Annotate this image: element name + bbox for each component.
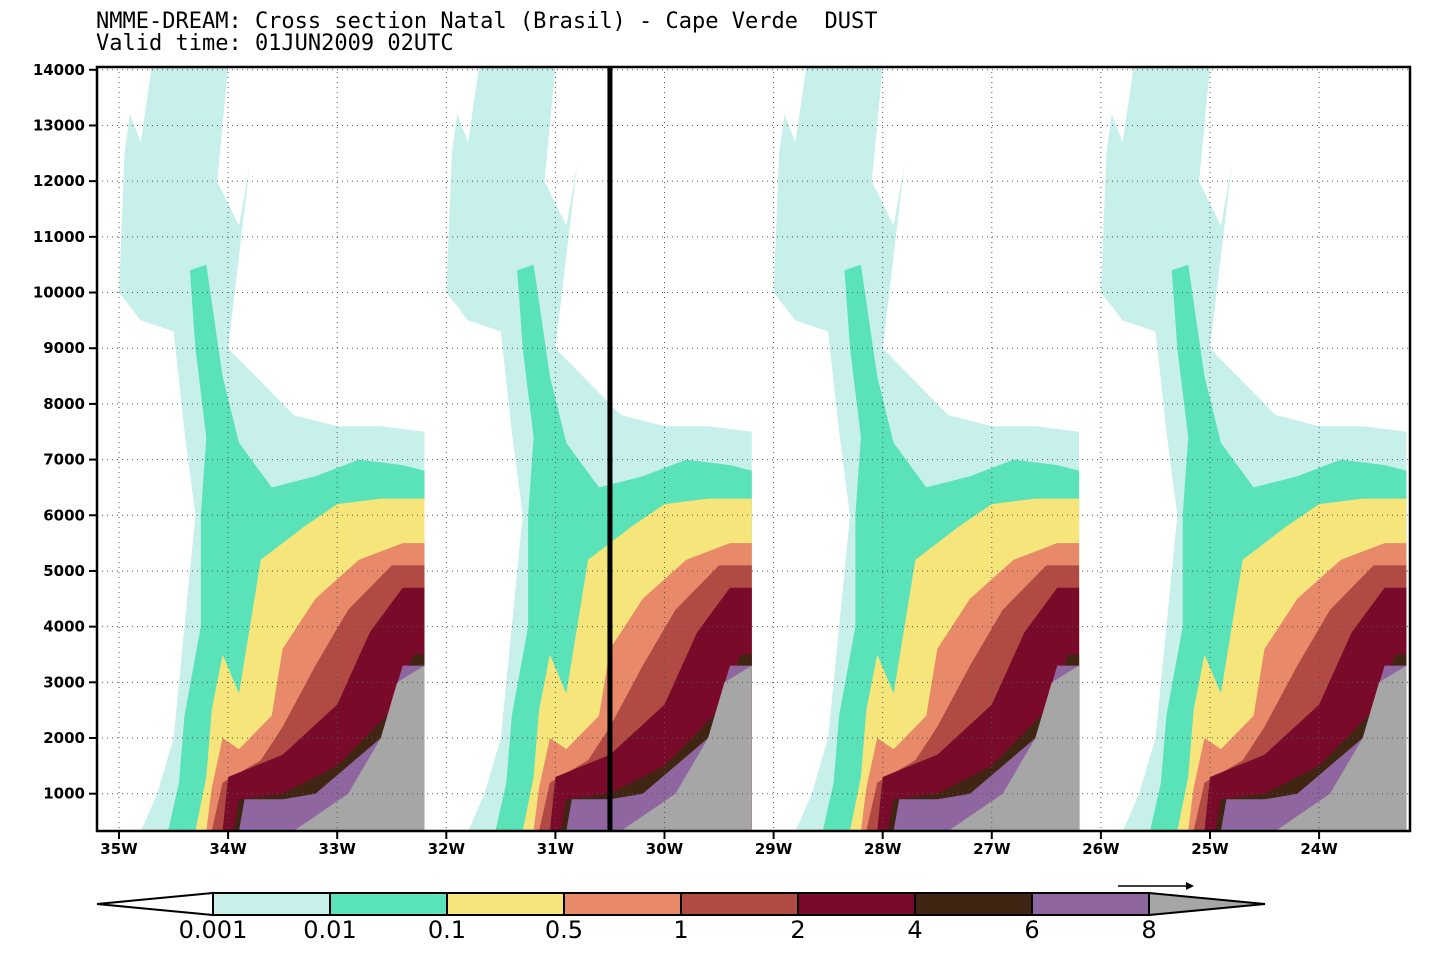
x-tick-label: 29W <box>755 840 793 858</box>
colorbar-label: 0.001 <box>179 916 248 944</box>
y-tick-label: 12000 <box>33 172 85 190</box>
y-tick-label: 7000 <box>43 451 85 469</box>
y-tick-label: 9000 <box>43 339 85 357</box>
x-tick-label: 26W <box>1082 840 1120 858</box>
y-tick-label: 6000 <box>43 506 85 524</box>
colorbar-label: 2 <box>790 916 805 944</box>
y-tick-label: 3000 <box>43 673 85 691</box>
colorbar-swatch-1 <box>329 892 448 916</box>
y-tick-label: 1000 <box>43 785 85 803</box>
dust-contour-8-band-3 <box>948 665 1080 831</box>
colorbar-swatch-0 <box>212 892 331 916</box>
y-tick-label: 10000 <box>33 284 85 302</box>
colorbar: 0.001 0.01 0.1 0.5 1 2 4 6 8 <box>96 882 1266 944</box>
y-tick-label: 5000 <box>43 562 85 580</box>
x-tick-label: 35W <box>100 840 138 858</box>
colorbar-low-arrow <box>96 891 214 917</box>
colorbar-label: 0.5 <box>545 916 583 944</box>
x-tick-label: 30W <box>646 840 684 858</box>
colorbar-label: 4 <box>907 916 922 944</box>
colorbar-swatch-6 <box>914 892 1033 916</box>
dust-contour-8-band-2 <box>620 665 752 831</box>
colorbar-swatch-4 <box>680 892 799 916</box>
y-tick-label: 14000 <box>33 61 85 79</box>
y-tick-label: 13000 <box>33 116 85 134</box>
x-tick-label: 24W <box>1300 840 1338 858</box>
y-tick-label: 4000 <box>43 618 85 636</box>
colorbar-label: 0.01 <box>303 916 356 944</box>
colorbar-label: 0.1 <box>428 916 466 944</box>
x-tick-label: 34W <box>209 840 247 858</box>
colorbar-label: 1 <box>673 916 688 944</box>
colorbar-high-arrow <box>1148 891 1266 917</box>
y-tick-label: 8000 <box>43 395 85 413</box>
colorbar-label: 8 <box>1141 916 1156 944</box>
x-tick-label: 32W <box>428 840 466 858</box>
dust-concentration-fills <box>119 67 1407 831</box>
colorbar-swatch-2 <box>446 892 565 916</box>
colorbar-swatch-5 <box>797 892 916 916</box>
chart-subtitle: Valid time: 01JUN2009 02UTC <box>96 31 454 56</box>
colorbar-swatch-7 <box>1031 892 1150 916</box>
plot-frame <box>95 65 1412 833</box>
x-tick-label: 28W <box>864 840 902 858</box>
colorbar-swatch-3 <box>563 892 682 916</box>
y-tick-label: 2000 <box>43 729 85 747</box>
x-tick-label: 33W <box>318 840 356 858</box>
dust-contour-8-band-1 <box>293 665 425 831</box>
x-tick-label: 31W <box>537 840 575 858</box>
dust-contour-8-band-4 <box>1275 665 1407 831</box>
y-tick-label: 11000 <box>33 228 85 246</box>
x-tick-label: 25W <box>1191 840 1229 858</box>
x-tick-label: 27W <box>973 840 1011 858</box>
colorbar-label: 6 <box>1024 916 1039 944</box>
chart-title: NMME-DREAM: Cross section Natal (Brasil)… <box>96 9 878 34</box>
axes: 35W 34W 33W 32W 31W 30W 29W 28W 27W 26W 25W 24W 1000… <box>33 61 1338 858</box>
colorbar-arrow-head <box>1186 882 1194 890</box>
